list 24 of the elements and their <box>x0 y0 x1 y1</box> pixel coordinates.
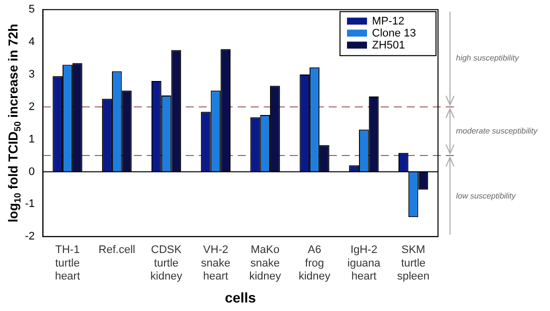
y-tick-label: -2 <box>25 230 35 243</box>
x-tick-label: TH-1 turtle heart <box>54 244 80 283</box>
y-tick-label: 4 <box>28 36 35 48</box>
text: moderate susceptibility <box>456 126 538 136</box>
legend-label: MP-12 <box>372 16 404 28</box>
x-tick-label: VH-2 snake heart <box>201 244 230 283</box>
y-tick-label: 5 <box>28 4 35 16</box>
legend-label: Clone 13 <box>372 28 416 40</box>
x-tick-label: Ref.cell <box>98 244 136 256</box>
x-tick-label: CDSK turtle kidney <box>150 244 183 283</box>
y-tick-label: 1 <box>28 133 35 146</box>
y-axis-title: log10 fold TCID50 increase in 72h <box>6 24 22 222</box>
legend-label: ZH501 <box>372 40 406 52</box>
y-tick-label: -1 <box>25 198 35 210</box>
text: high susceptibility <box>456 53 520 62</box>
x-tick-label: MaKo snake kidney <box>249 244 282 283</box>
y-tick-label: 2 <box>28 100 35 113</box>
y-tick-label: 0 <box>28 166 35 178</box>
x-axis-title: cells <box>224 289 256 306</box>
x-tick-label: SKM turtle spleen <box>397 244 430 283</box>
text: low susceptibility <box>456 191 517 200</box>
x-tick-label: IgH-2 iguana heart <box>347 244 382 283</box>
y-tick-label: 3 <box>28 68 35 80</box>
x-tick-label: A6 frog kidney <box>298 244 331 283</box>
